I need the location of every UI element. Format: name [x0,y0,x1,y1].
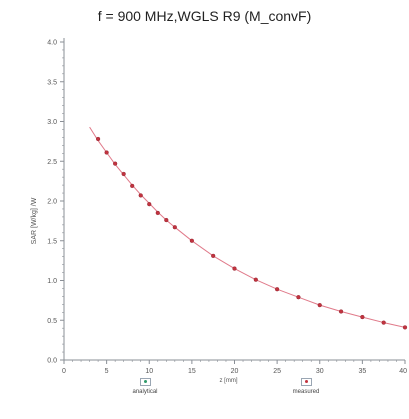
analytical-line [89,126,406,328]
y-tick-label: 2.5 [47,159,57,166]
y-tick-label: 1.0 [47,278,57,285]
x-tick-label: 40 [399,368,407,375]
x-tick-label: 0 [62,368,66,375]
y-tick-label: 1.5 [47,238,57,245]
measured-point [95,136,101,142]
legend-analytical-label: analytical [132,389,158,395]
measured-point [121,171,126,177]
legend-analytical-dot [143,380,147,383]
chart-title: f = 900 MHz,WGLS R9 (M_convF) [97,8,312,24]
x-axis-label: z [mm] [220,378,238,384]
legend-analytical-marker [139,378,151,386]
measured-point [138,193,143,198]
measured-point [381,320,386,325]
y-tick-label: 4.0 [47,40,57,47]
measured-point [147,202,152,207]
measured-point [130,183,135,188]
measured-point [338,309,344,314]
y-tick-label: 2.0 [47,199,57,206]
measured-point [402,325,408,330]
measured-point [232,266,237,271]
y-tick-label: 3.0 [47,119,57,126]
measured-point [253,277,258,282]
measured-point [317,303,322,308]
x-tick-label: 20 [231,368,239,375]
measured-point [189,238,194,243]
x-tick-label: 35 [358,368,366,375]
measured-point [164,217,169,223]
measured-point [155,210,160,216]
measured-point [113,161,118,166]
y-axis-label: SAR [W/kg] /W [31,197,38,244]
measured-point [104,150,109,155]
y-tick-label: 0.5 [47,318,57,325]
y-tick-label: 0.0 [47,358,57,365]
x-tick-label: 30 [316,368,324,375]
measured-point [360,314,365,320]
measured-point [211,253,216,258]
x-tick-label: 25 [273,368,281,375]
legend-item-measured: measured [276,378,336,395]
legend-measured-marker [300,378,312,386]
legend-item-analytical: analytical [115,378,175,395]
legend-measured-label: measured [292,389,320,395]
y-tick-label: 3.5 [47,79,57,86]
measured-point [172,225,177,230]
x-tick-label: 5 [105,368,109,375]
measured-point [275,287,280,292]
x-tick-label: 10 [145,368,153,375]
measured-point [296,295,301,300]
legend-measured-dot [304,380,308,383]
x-tick-label: 15 [188,368,196,375]
